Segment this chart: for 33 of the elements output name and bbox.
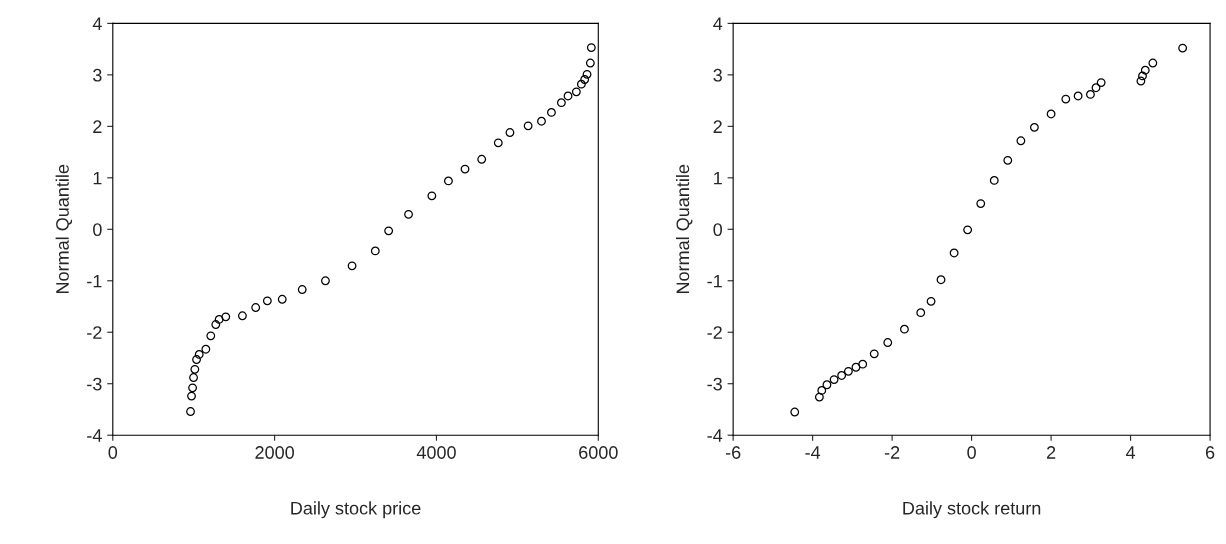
y-tick-label: 3 <box>93 68 102 82</box>
y-tick-label: 0 <box>93 223 102 237</box>
x-tick-label: -2 <box>884 446 900 459</box>
y-tick-label: 2 <box>713 120 722 133</box>
y-axis-title: Normal Quantile <box>675 164 693 294</box>
y-tick-label: -4 <box>87 429 102 442</box>
y-tick-label: 1 <box>714 171 722 185</box>
y-tick-label: -3 <box>707 377 722 391</box>
y-tick-label: -4 <box>707 429 723 442</box>
y-axis-title: Normal Quantile <box>55 164 73 294</box>
y-tick-label: -1 <box>707 274 722 288</box>
x-axis-title: Daily stock price <box>291 501 421 519</box>
y-tick-label: 1 <box>93 171 102 185</box>
x-tick-label: 0 <box>108 446 118 459</box>
x-tick-label: 2 <box>1046 446 1056 459</box>
y-tick-label: 4 <box>713 17 723 30</box>
y-tick-label: 0 <box>713 223 723 237</box>
x-tick-label: 4 <box>1125 446 1136 459</box>
x-tick-label: 6000 <box>579 446 618 459</box>
y-tick-label: 4 <box>92 17 102 30</box>
x-axis-title: Daily stock return <box>903 501 1041 519</box>
x-tick-label: 2000 <box>255 446 294 459</box>
x-tick-label: 0 <box>967 446 976 459</box>
x-tick-label: 6 <box>1205 446 1215 459</box>
y-tick-label: -1 <box>87 274 102 288</box>
y-tick-label: -2 <box>87 326 102 339</box>
x-tick-label: -6 <box>725 446 741 459</box>
y-tick-label: 2 <box>93 120 102 133</box>
x-tick-label: 4000 <box>416 446 456 459</box>
y-tick-label: -2 <box>707 326 722 339</box>
x-tick-label: -4 <box>805 446 821 459</box>
y-tick-label: 3 <box>713 68 722 82</box>
y-tick-label: -3 <box>87 377 102 391</box>
